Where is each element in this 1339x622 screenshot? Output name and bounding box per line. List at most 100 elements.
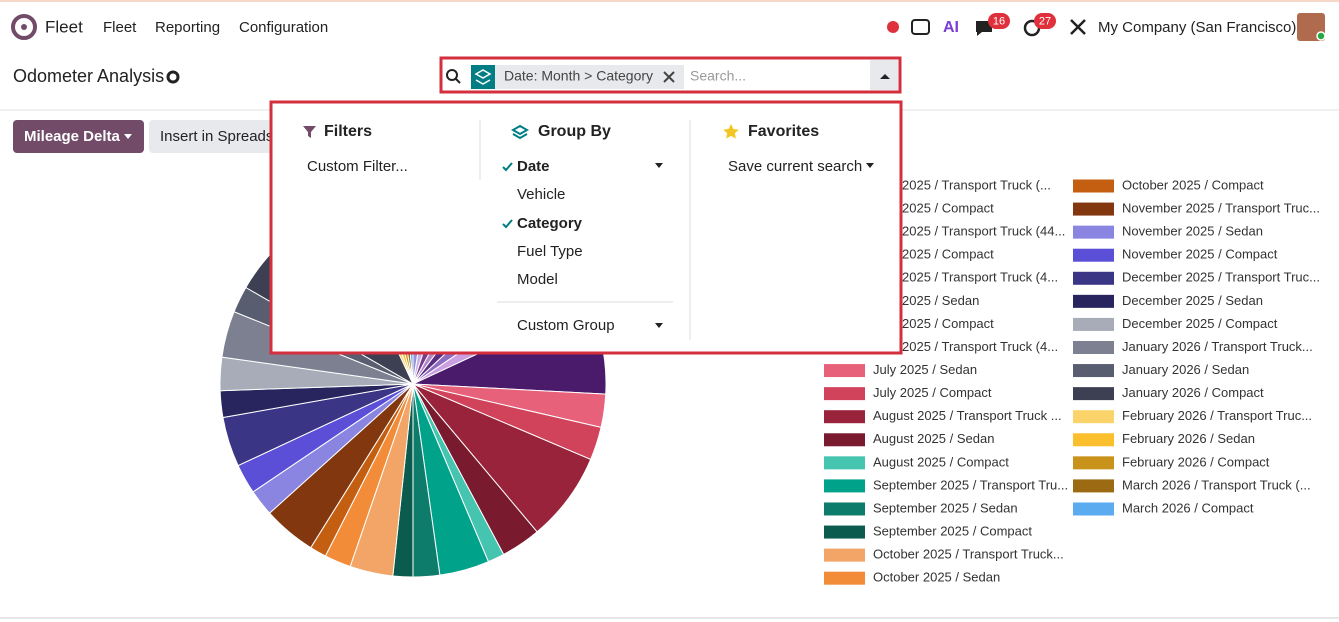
search-placeholder[interactable]: Search...: [690, 68, 746, 84]
legend-swatch[interactable]: [1073, 294, 1114, 308]
spreadsheet-button[interactable]: [149, 120, 289, 153]
tools-icon[interactable]: [1070, 19, 1086, 35]
filter-option[interactable]: Custom Filter...: [307, 158, 408, 175]
gear-icon[interactable]: [166, 70, 180, 84]
legend-swatch[interactable]: [1073, 271, 1114, 285]
app-logo-dot: [21, 24, 27, 30]
legend-label[interactable]: 2025 / Compact: [902, 201, 994, 216]
caret: [866, 163, 874, 168]
dropdown-panel: [269, 100, 903, 355]
legend-label[interactable]: September 2025 / Compact: [873, 523, 1032, 538]
legend-label[interactable]: November 2025 / Sedan: [1122, 224, 1263, 239]
legend-label[interactable]: September 2025 / Sedan: [873, 500, 1018, 515]
facet-label: Date: Month > Category: [504, 68, 653, 84]
legend-label[interactable]: 2025 / Transport Truck (4...: [902, 270, 1058, 285]
legend-swatch[interactable]: [1073, 456, 1114, 470]
legend-label[interactable]: October 2025 / Compact: [1122, 177, 1264, 192]
status-dot: [1316, 31, 1326, 41]
company-name[interactable]: My Company (San Francisco): [1098, 19, 1296, 36]
app-logo[interactable]: [11, 14, 37, 40]
legend-label[interactable]: December 2025 / Compact: [1122, 316, 1278, 331]
legend-label[interactable]: 2025 / Transport Truck (4...: [902, 339, 1058, 354]
legend-swatch[interactable]: [1073, 433, 1114, 447]
legend-swatch[interactable]: [824, 502, 865, 516]
legend-swatch[interactable]: [1073, 340, 1114, 354]
legend-label[interactable]: 2025 / Transport Truck (44...: [902, 224, 1065, 239]
legend-swatch[interactable]: [824, 364, 865, 378]
legend-label[interactable]: January 2026 / Sedan: [1122, 362, 1249, 377]
ai-icon[interactable]: AI: [943, 19, 959, 36]
legend-swatch[interactable]: [824, 548, 865, 562]
legend-label[interactable]: July 2025 / Compact: [873, 385, 992, 400]
legend-swatch[interactable]: [1073, 179, 1114, 193]
group-option[interactable]: Model: [517, 271, 558, 288]
legend-swatch[interactable]: [824, 433, 865, 447]
search-dropdown: Filters Custom Filter... Group By Date Ve…: [269, 100, 903, 355]
menu-item[interactable]: Fleet: [103, 19, 137, 36]
legend-label[interactable]: November 2025 / Transport Truc...: [1122, 201, 1320, 216]
legend-swatch[interactable]: [1073, 317, 1114, 331]
legend-swatch[interactable]: [824, 410, 865, 424]
legend-label[interactable]: November 2025 / Compact: [1122, 247, 1278, 262]
toggle-caret: [880, 74, 890, 79]
legend-label[interactable]: March 2026 / Transport Truck (...: [1122, 477, 1311, 492]
star-icon: [723, 124, 739, 139]
legend-swatch[interactable]: [1073, 225, 1114, 239]
legend-swatch[interactable]: [824, 525, 865, 539]
legend-label[interactable]: October 2025 / Sedan: [873, 570, 1000, 585]
menu-item[interactable]: Configuration: [239, 19, 328, 36]
badge: [1034, 13, 1056, 29]
legend-swatch[interactable]: [1073, 410, 1114, 424]
legend-label[interactable]: 2025 / Sedan: [902, 293, 979, 308]
legend-label[interactable]: December 2025 / Sedan: [1122, 293, 1263, 308]
legend-label[interactable]: September 2025 / Transport Tru...: [873, 477, 1068, 492]
legend-swatch[interactable]: [1073, 202, 1114, 216]
section-title: Favorites: [748, 123, 819, 140]
legend-swatch[interactable]: [824, 571, 865, 585]
legend-label[interactable]: February 2026 / Sedan: [1122, 431, 1255, 446]
custom-group[interactable]: Custom Group: [517, 317, 615, 334]
search-icon-handle: [455, 78, 461, 84]
legend-label[interactable]: February 2026 / Compact: [1122, 454, 1270, 469]
legend-swatch[interactable]: [824, 387, 865, 401]
search-icon: [446, 69, 458, 81]
legend-label[interactable]: 2025 / Transport Truck (...: [902, 177, 1051, 192]
legend-label[interactable]: March 2026 / Compact: [1122, 500, 1254, 515]
badge: [988, 13, 1010, 29]
legend-swatch[interactable]: [1073, 479, 1114, 493]
checkmark: [502, 219, 513, 229]
app-name[interactable]: Fleet: [45, 17, 83, 36]
menu-item[interactable]: Reporting: [155, 19, 220, 36]
legend-label[interactable]: October 2025 / Transport Truck...: [873, 547, 1064, 562]
group-option[interactable]: Vehicle: [517, 186, 565, 203]
group-option[interactable]: Fuel Type: [517, 243, 583, 260]
chat-icon[interactable]: [976, 21, 992, 36]
legend-swatch[interactable]: [1073, 502, 1114, 516]
legend-swatch[interactable]: [824, 456, 865, 470]
legend-swatch[interactable]: [1073, 364, 1114, 378]
caret: [655, 323, 663, 328]
facet: [471, 65, 684, 89]
legend-label[interactable]: 2025 / Compact: [902, 316, 994, 331]
group-option[interactable]: Category: [517, 215, 583, 232]
favorite-option[interactable]: Save current search: [728, 158, 862, 175]
legend-label[interactable]: January 2026 / Compact: [1122, 385, 1264, 400]
button-label: Insert in Spreads: [160, 128, 273, 145]
legend-swatch[interactable]: [1073, 248, 1114, 262]
record-dot[interactable]: [887, 21, 899, 33]
legend-label[interactable]: August 2025 / Transport Truck ...: [873, 408, 1062, 423]
legend-label[interactable]: January 2026 / Transport Truck...: [1122, 339, 1313, 354]
phone-icon[interactable]: [911, 19, 930, 35]
legend-label[interactable]: 2025 / Compact: [902, 247, 994, 262]
legend-label[interactable]: February 2026 / Transport Truc...: [1122, 408, 1312, 423]
legend-label[interactable]: December 2025 / Transport Truc...: [1122, 270, 1320, 285]
legend-label[interactable]: August 2025 / Compact: [873, 454, 1009, 469]
legend-label[interactable]: August 2025 / Sedan: [873, 431, 994, 446]
measure-button[interactable]: [13, 120, 144, 153]
facet-remove[interactable]: [663, 71, 675, 83]
legend-swatch[interactable]: [824, 479, 865, 493]
legend-label[interactable]: July 2025 / Sedan: [873, 362, 977, 377]
legend-swatch[interactable]: [1073, 387, 1114, 401]
group-option[interactable]: Date: [517, 158, 550, 175]
